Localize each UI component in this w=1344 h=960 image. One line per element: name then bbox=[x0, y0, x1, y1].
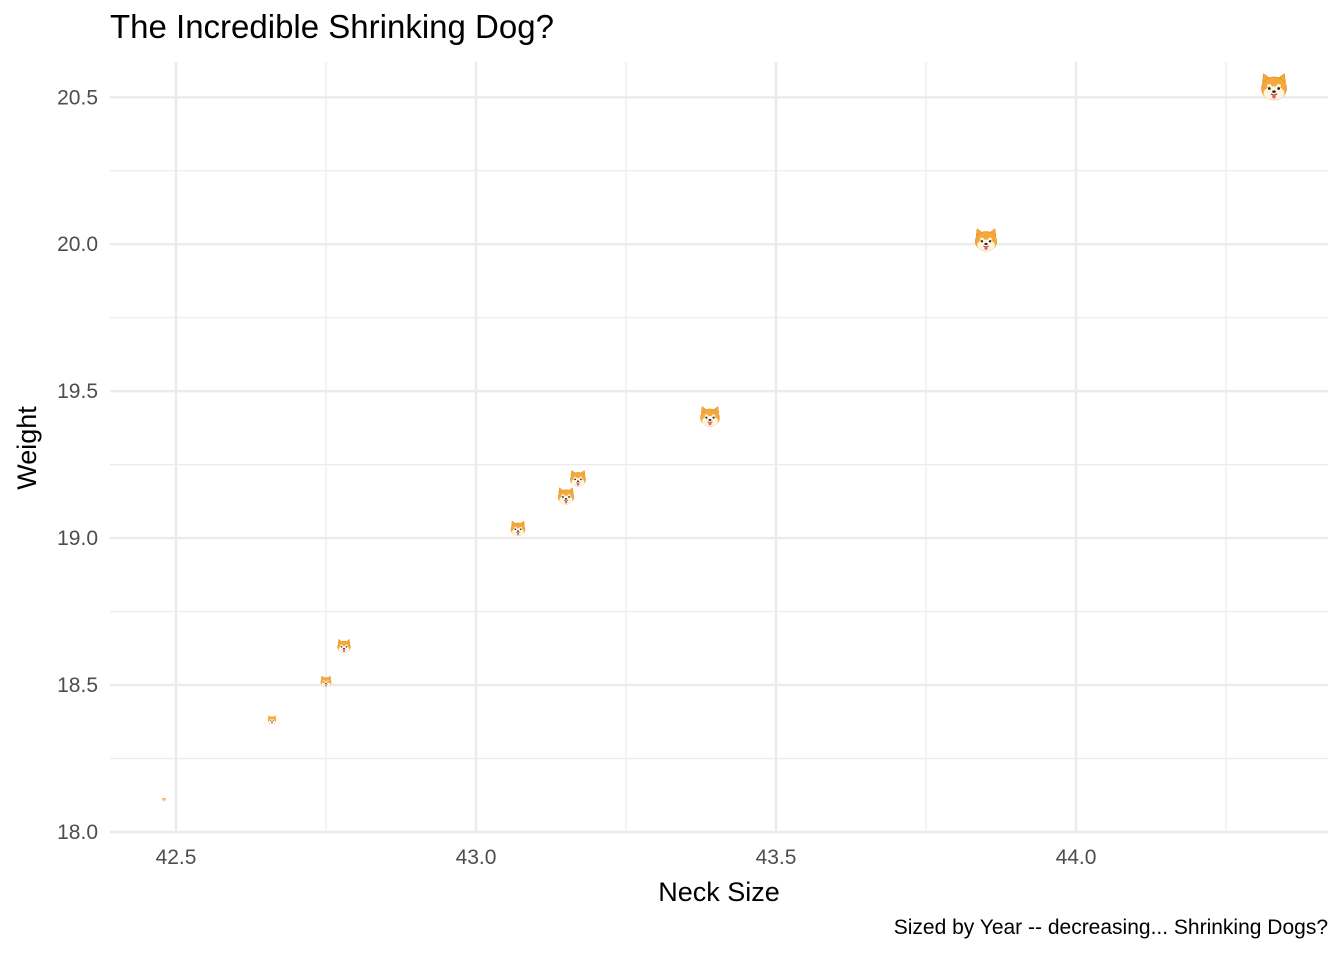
shiba-dog-face-icon bbox=[162, 797, 166, 802]
data-points bbox=[162, 73, 1287, 802]
y-tick-labels: 18.0 18.5 19.0 19.5 20.0 20.5 bbox=[57, 86, 98, 844]
x-tick-label: 44.0 bbox=[1056, 846, 1097, 869]
shiba-dog-face-icon bbox=[975, 228, 997, 252]
shiba-dog-face-icon bbox=[267, 715, 277, 725]
shiba-dog-face-icon bbox=[700, 406, 720, 427]
shiba-dog-face-icon bbox=[1261, 73, 1287, 101]
y-tick-label: 20.5 bbox=[57, 86, 98, 109]
y-tick-label: 19.5 bbox=[57, 380, 98, 403]
shiba-dog-face-icon bbox=[510, 520, 526, 536]
shiba-dog-face-icon bbox=[570, 470, 586, 487]
y-tick-label: 18.0 bbox=[57, 821, 98, 844]
chart-caption: Sized by Year -- decreasing... Shrinking… bbox=[893, 916, 1328, 939]
shiba-dog-face-icon bbox=[337, 638, 351, 653]
y-tick-label: 19.0 bbox=[57, 527, 98, 550]
major-gridlines bbox=[110, 62, 1328, 834]
x-tick-labels: 42.5 43.0 43.5 44.0 bbox=[156, 846, 1097, 869]
x-tick-label: 43.5 bbox=[756, 846, 797, 869]
chart-title: The Incredible Shrinking Dog? bbox=[110, 8, 554, 45]
minor-gridlines bbox=[110, 62, 1328, 832]
x-axis-title: Neck Size bbox=[658, 877, 780, 907]
y-tick-label: 18.5 bbox=[57, 674, 98, 697]
x-tick-label: 43.0 bbox=[456, 846, 497, 869]
y-axis-title: Weight bbox=[12, 406, 42, 490]
x-tick-label: 42.5 bbox=[156, 846, 197, 869]
shiba-dog-face-icon bbox=[320, 675, 332, 688]
shiba-dog-face-icon bbox=[557, 487, 575, 505]
y-tick-label: 20.0 bbox=[57, 233, 98, 256]
